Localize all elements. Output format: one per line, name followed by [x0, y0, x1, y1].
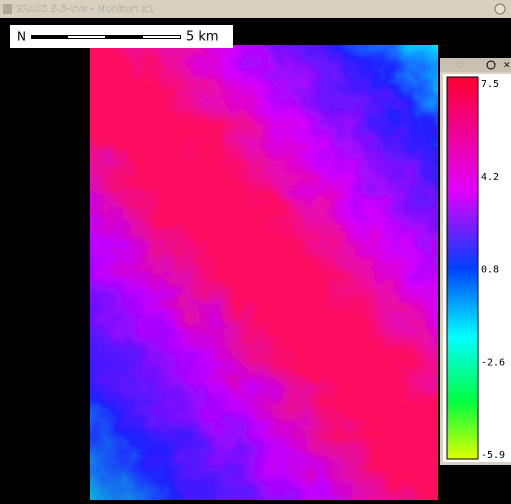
window-title: GRASS 5.3-cvs - Monitor: x1: [14, 4, 154, 15]
legend-label: -2.6: [481, 357, 505, 368]
scalebar-label: 5 km: [186, 30, 219, 45]
legend-label: 7.5: [481, 79, 499, 90]
legend-label: -5.9: [481, 450, 505, 461]
legend-colorbar: [446, 76, 479, 460]
north-arrow: N: [17, 30, 26, 44]
title-bar[interactable]: [0, 0, 511, 18]
legend-close[interactable]: ×: [503, 61, 511, 71]
legend-window-title: G: [456, 61, 463, 71]
legend-label: 0.8: [481, 265, 499, 276]
legend-label: 4.2: [481, 172, 499, 183]
scalebar: [31, 35, 181, 39]
window-menu-button[interactable]: [3, 4, 12, 14]
scalebar-segment: [143, 36, 180, 38]
scalebar-segment: [68, 36, 105, 38]
raster-map: [90, 45, 438, 500]
legend-labels: 7.5 4.2 0.8 -2.6 -5.9: [481, 79, 505, 461]
legend-button[interactable]: [486, 60, 496, 70]
legend-title-bar[interactable]: [440, 58, 511, 72]
window-button[interactable]: [494, 3, 506, 15]
